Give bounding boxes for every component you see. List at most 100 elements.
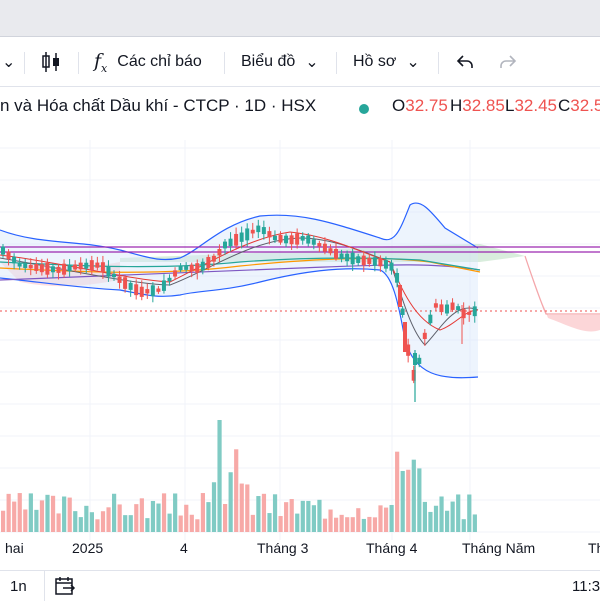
indicators-button[interactable]: fx Các chỉ báo	[94, 49, 202, 75]
volume-bar	[450, 501, 455, 532]
volume-bar	[345, 517, 350, 532]
candle-body	[161, 280, 166, 291]
cloud-span-line	[524, 255, 600, 315]
volume-bar	[272, 494, 278, 532]
candle-body	[372, 257, 377, 266]
volume-bar	[461, 519, 466, 532]
chevron-down-icon: ⌄	[305, 54, 319, 71]
horizontal-lines	[0, 246, 600, 312]
candle-body	[100, 262, 105, 273]
candle-body	[73, 264, 78, 270]
candle-body	[395, 272, 400, 283]
volume-bar	[100, 511, 106, 532]
candle-body	[184, 266, 189, 270]
candle-body	[67, 264, 72, 272]
candle-body	[400, 308, 405, 315]
chart-type-button[interactable]: Biểu đồ ⌄	[241, 50, 319, 74]
volume-bar	[78, 517, 83, 532]
candles-icon[interactable]	[40, 50, 62, 74]
candle-body	[84, 262, 89, 269]
function-icon: fx	[94, 49, 108, 75]
volume-bar	[6, 493, 11, 532]
volume-bar	[456, 494, 461, 532]
symbol-title[interactable]: n và Hóa chất Dầu khí - CTCP · 1D · HSX	[0, 96, 317, 115]
candle-body	[123, 277, 128, 289]
candle-body	[234, 233, 239, 246]
volume-bar	[445, 510, 450, 532]
volume-bar	[34, 509, 39, 532]
candle-body	[311, 239, 316, 245]
volume-bar	[334, 517, 339, 532]
candles	[1, 219, 477, 402]
candle-body	[322, 243, 327, 252]
volume-bar	[289, 499, 294, 532]
low-value: L32.45	[505, 96, 558, 115]
volume-bar	[300, 500, 305, 532]
candle-body	[300, 236, 305, 241]
volume-bar	[150, 500, 156, 532]
chevron-down-icon[interactable]: ⌄	[2, 54, 16, 71]
toolbar-divider	[24, 52, 25, 74]
candle-body	[62, 263, 67, 275]
volume-bar	[95, 519, 100, 532]
x-tick-label: 4	[180, 540, 188, 556]
candle-body	[356, 256, 361, 263]
candle-body	[56, 266, 61, 273]
candle-body	[28, 264, 33, 269]
candle-body	[34, 263, 39, 271]
candle-body	[350, 252, 355, 265]
volume-bar	[389, 504, 394, 532]
calendar-goto-icon[interactable]	[54, 576, 76, 601]
toolbar-divider	[78, 52, 79, 74]
candle-body	[6, 251, 11, 260]
candle-body	[189, 264, 194, 272]
volume-bar	[378, 505, 383, 532]
toolbar-divider	[336, 52, 337, 74]
candle-body	[112, 273, 116, 278]
candle-body	[345, 253, 350, 262]
price-chart[interactable]: hai 2025 4 Tháng 3 Tháng 4 Tháng Năm Th	[0, 120, 600, 570]
range-button[interactable]: 1n	[10, 578, 27, 595]
candle-body	[45, 262, 50, 275]
volume-bar	[1, 510, 6, 532]
volume-bar	[28, 493, 33, 532]
candle-body	[306, 235, 311, 244]
volume-bar	[372, 517, 378, 532]
volume-bar	[267, 513, 272, 532]
redo-icon[interactable]	[498, 50, 518, 74]
volume-bar	[45, 494, 50, 532]
x-tick-label: 2025	[72, 540, 103, 556]
volume-bar	[67, 497, 72, 532]
close-value: C32.5	[558, 96, 600, 115]
volume-bar	[23, 509, 28, 532]
volume-bar	[223, 503, 228, 532]
chart-toolbar: ⌄ fx Các chỉ báo Biểu đồ ⌄ Hồ sơ ⌄	[0, 38, 600, 87]
browser-top-bar	[0, 0, 600, 37]
candle-body	[456, 306, 461, 311]
high-value: H32.85	[450, 96, 505, 115]
undo-icon[interactable]	[455, 50, 475, 74]
volume-bar	[284, 502, 289, 532]
volume-bar	[417, 468, 422, 532]
candle-body	[339, 253, 344, 260]
volume-bar	[117, 504, 122, 532]
candle-body	[267, 231, 272, 238]
candle-body	[106, 265, 111, 277]
volume-bar	[17, 493, 22, 532]
profile-label: Hồ sơ	[353, 53, 397, 70]
volume-bar	[278, 516, 283, 532]
profile-button[interactable]: Hồ sơ ⌄	[353, 50, 420, 74]
volume-bar	[306, 500, 311, 532]
volume-bar	[217, 420, 222, 532]
candle-body	[413, 353, 417, 365]
candle-body	[89, 260, 94, 271]
candle-body	[317, 243, 322, 247]
cloud-area	[525, 258, 600, 332]
candle-body	[256, 225, 261, 233]
candle-body	[228, 238, 233, 247]
candle-body	[445, 304, 449, 314]
volume-bar	[50, 495, 56, 532]
volume-bar	[39, 500, 45, 532]
market-status-dot-icon	[358, 100, 370, 120]
volume-bar	[139, 498, 144, 532]
